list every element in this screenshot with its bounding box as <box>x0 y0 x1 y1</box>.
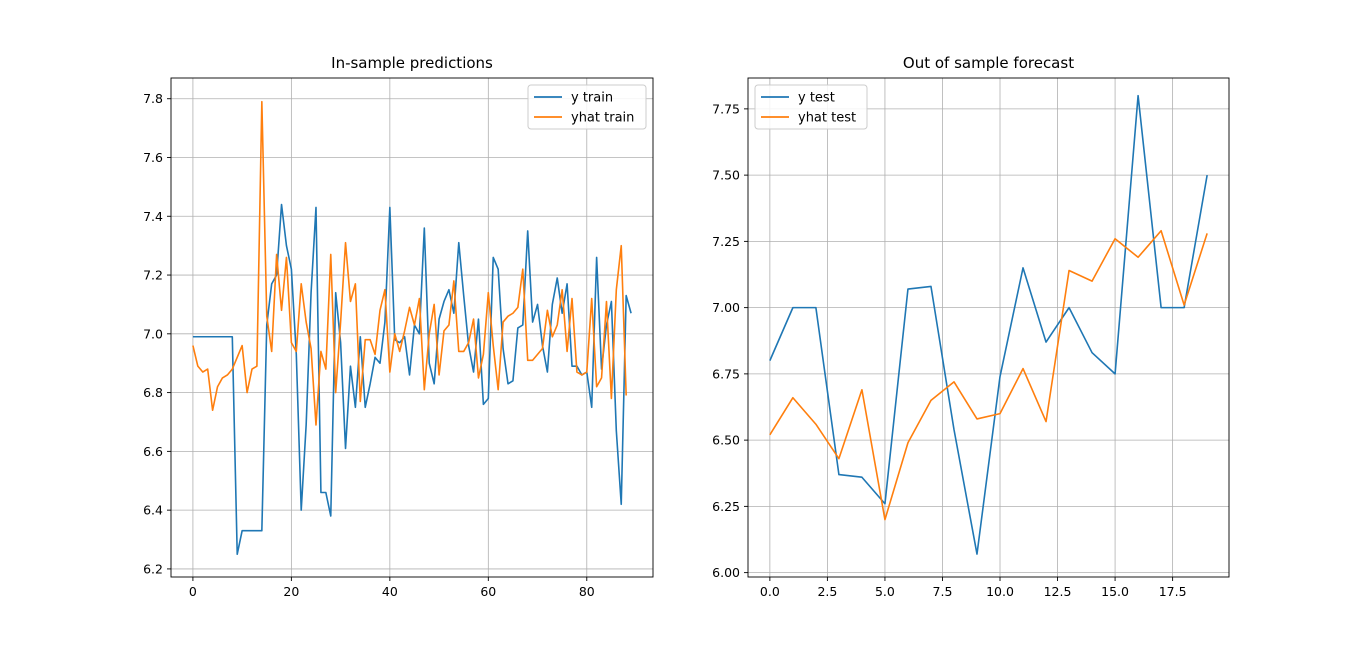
out-of-sample-forecast-series-yhat-test-line <box>769 229 1208 521</box>
out-of-sample-forecast-y-tick-label: 7.75 <box>712 101 740 116</box>
in-sample-predictions-x-tick-label: 0 <box>189 584 197 599</box>
out-of-sample-forecast-x-tick-label: 12.5 <box>1044 584 1072 599</box>
out-of-sample-forecast-x-tick-label: 2.5 <box>817 584 837 599</box>
out-of-sample-forecast-x-tick-label: 15.0 <box>1101 584 1129 599</box>
in-sample-predictions-x-tick-label: 80 <box>579 584 595 599</box>
in-sample-predictions-x-tick-label: 20 <box>283 584 299 599</box>
in-sample-predictions-y-tick-label: 7.0 <box>143 326 163 341</box>
in-sample-predictions-chart: 0 20 40 60 80 6.2 6.4 6.6 6.8 7.0 7.2 7.4 7.6 7.8 In-s… <box>143 54 654 599</box>
in-sample-predictions-x-tick-label: 40 <box>382 584 398 599</box>
in-sample-predictions-y-tick-label: 6.2 <box>143 561 163 576</box>
in-sample-predictions-y-tick-label: 6.4 <box>143 503 163 518</box>
in-sample-predictions-y-tick-label: 6.8 <box>143 385 163 400</box>
in-sample-predictions-series-yhat-train-line <box>192 100 627 426</box>
out-of-sample-forecast-y-tick-label: 7.25 <box>712 234 740 249</box>
out-of-sample-forecast-x-tick-label: 10.0 <box>986 584 1014 599</box>
out-of-sample-forecast-x-tick-label: 5.0 <box>875 584 895 599</box>
out-of-sample-forecast-y-tick-label: 6.00 <box>712 565 740 580</box>
out-of-sample-forecast-legend-label-y-test: y test <box>798 91 835 106</box>
in-sample-predictions-legend <box>527 84 647 130</box>
out-of-sample-forecast-y-tick-label: 6.50 <box>712 433 740 448</box>
out-of-sample-forecast-x-tick-label: 17.5 <box>1159 584 1187 599</box>
out-of-sample-forecast-series-y-test-line <box>769 94 1208 555</box>
in-sample-predictions-y-tick-label: 7.8 <box>143 91 163 106</box>
in-sample-predictions-y-tick-label: 7.2 <box>143 268 163 283</box>
out-of-sample-forecast-legend <box>754 84 868 130</box>
in-sample-predictions-legend-label-yhat-train: yhat train <box>571 111 634 126</box>
out-of-sample-forecast-chart: 0.0 2.5 5.0 7.5 10.0 12.5 15.0 17.5 6.00 6.25 6.50… <box>712 54 1230 599</box>
out-of-sample-forecast-y-tick-label: 7.50 <box>712 168 740 183</box>
in-sample-predictions-y-tick-label: 7.4 <box>143 209 163 224</box>
out-of-sample-forecast-y-tick-label: 6.75 <box>712 366 740 381</box>
in-sample-predictions-series-y-train-line <box>192 203 632 556</box>
in-sample-predictions-legend-label-y-train: y train <box>571 91 613 106</box>
out-of-sample-forecast-y-tick-label: 7.00 <box>712 300 740 315</box>
out-of-sample-forecast-axes-frame <box>747 77 1230 578</box>
in-sample-predictions-y-tick-label: 7.6 <box>143 150 163 165</box>
out-of-sample-forecast-y-tick-label: 6.25 <box>712 499 740 514</box>
out-of-sample-forecast-title: Out of sample forecast <box>903 54 1074 72</box>
out-of-sample-forecast-x-tick-label: 7.5 <box>933 584 953 599</box>
in-sample-predictions-y-tick-label: 6.6 <box>143 444 163 459</box>
in-sample-predictions-title: In-sample predictions <box>331 54 493 72</box>
out-of-sample-forecast-x-tick-label: 0.0 <box>760 584 780 599</box>
in-sample-predictions-axes-frame <box>170 77 654 578</box>
in-sample-predictions-x-tick-label: 60 <box>480 584 496 599</box>
out-of-sample-forecast-legend-label-yhat-test: yhat test <box>798 111 856 126</box>
